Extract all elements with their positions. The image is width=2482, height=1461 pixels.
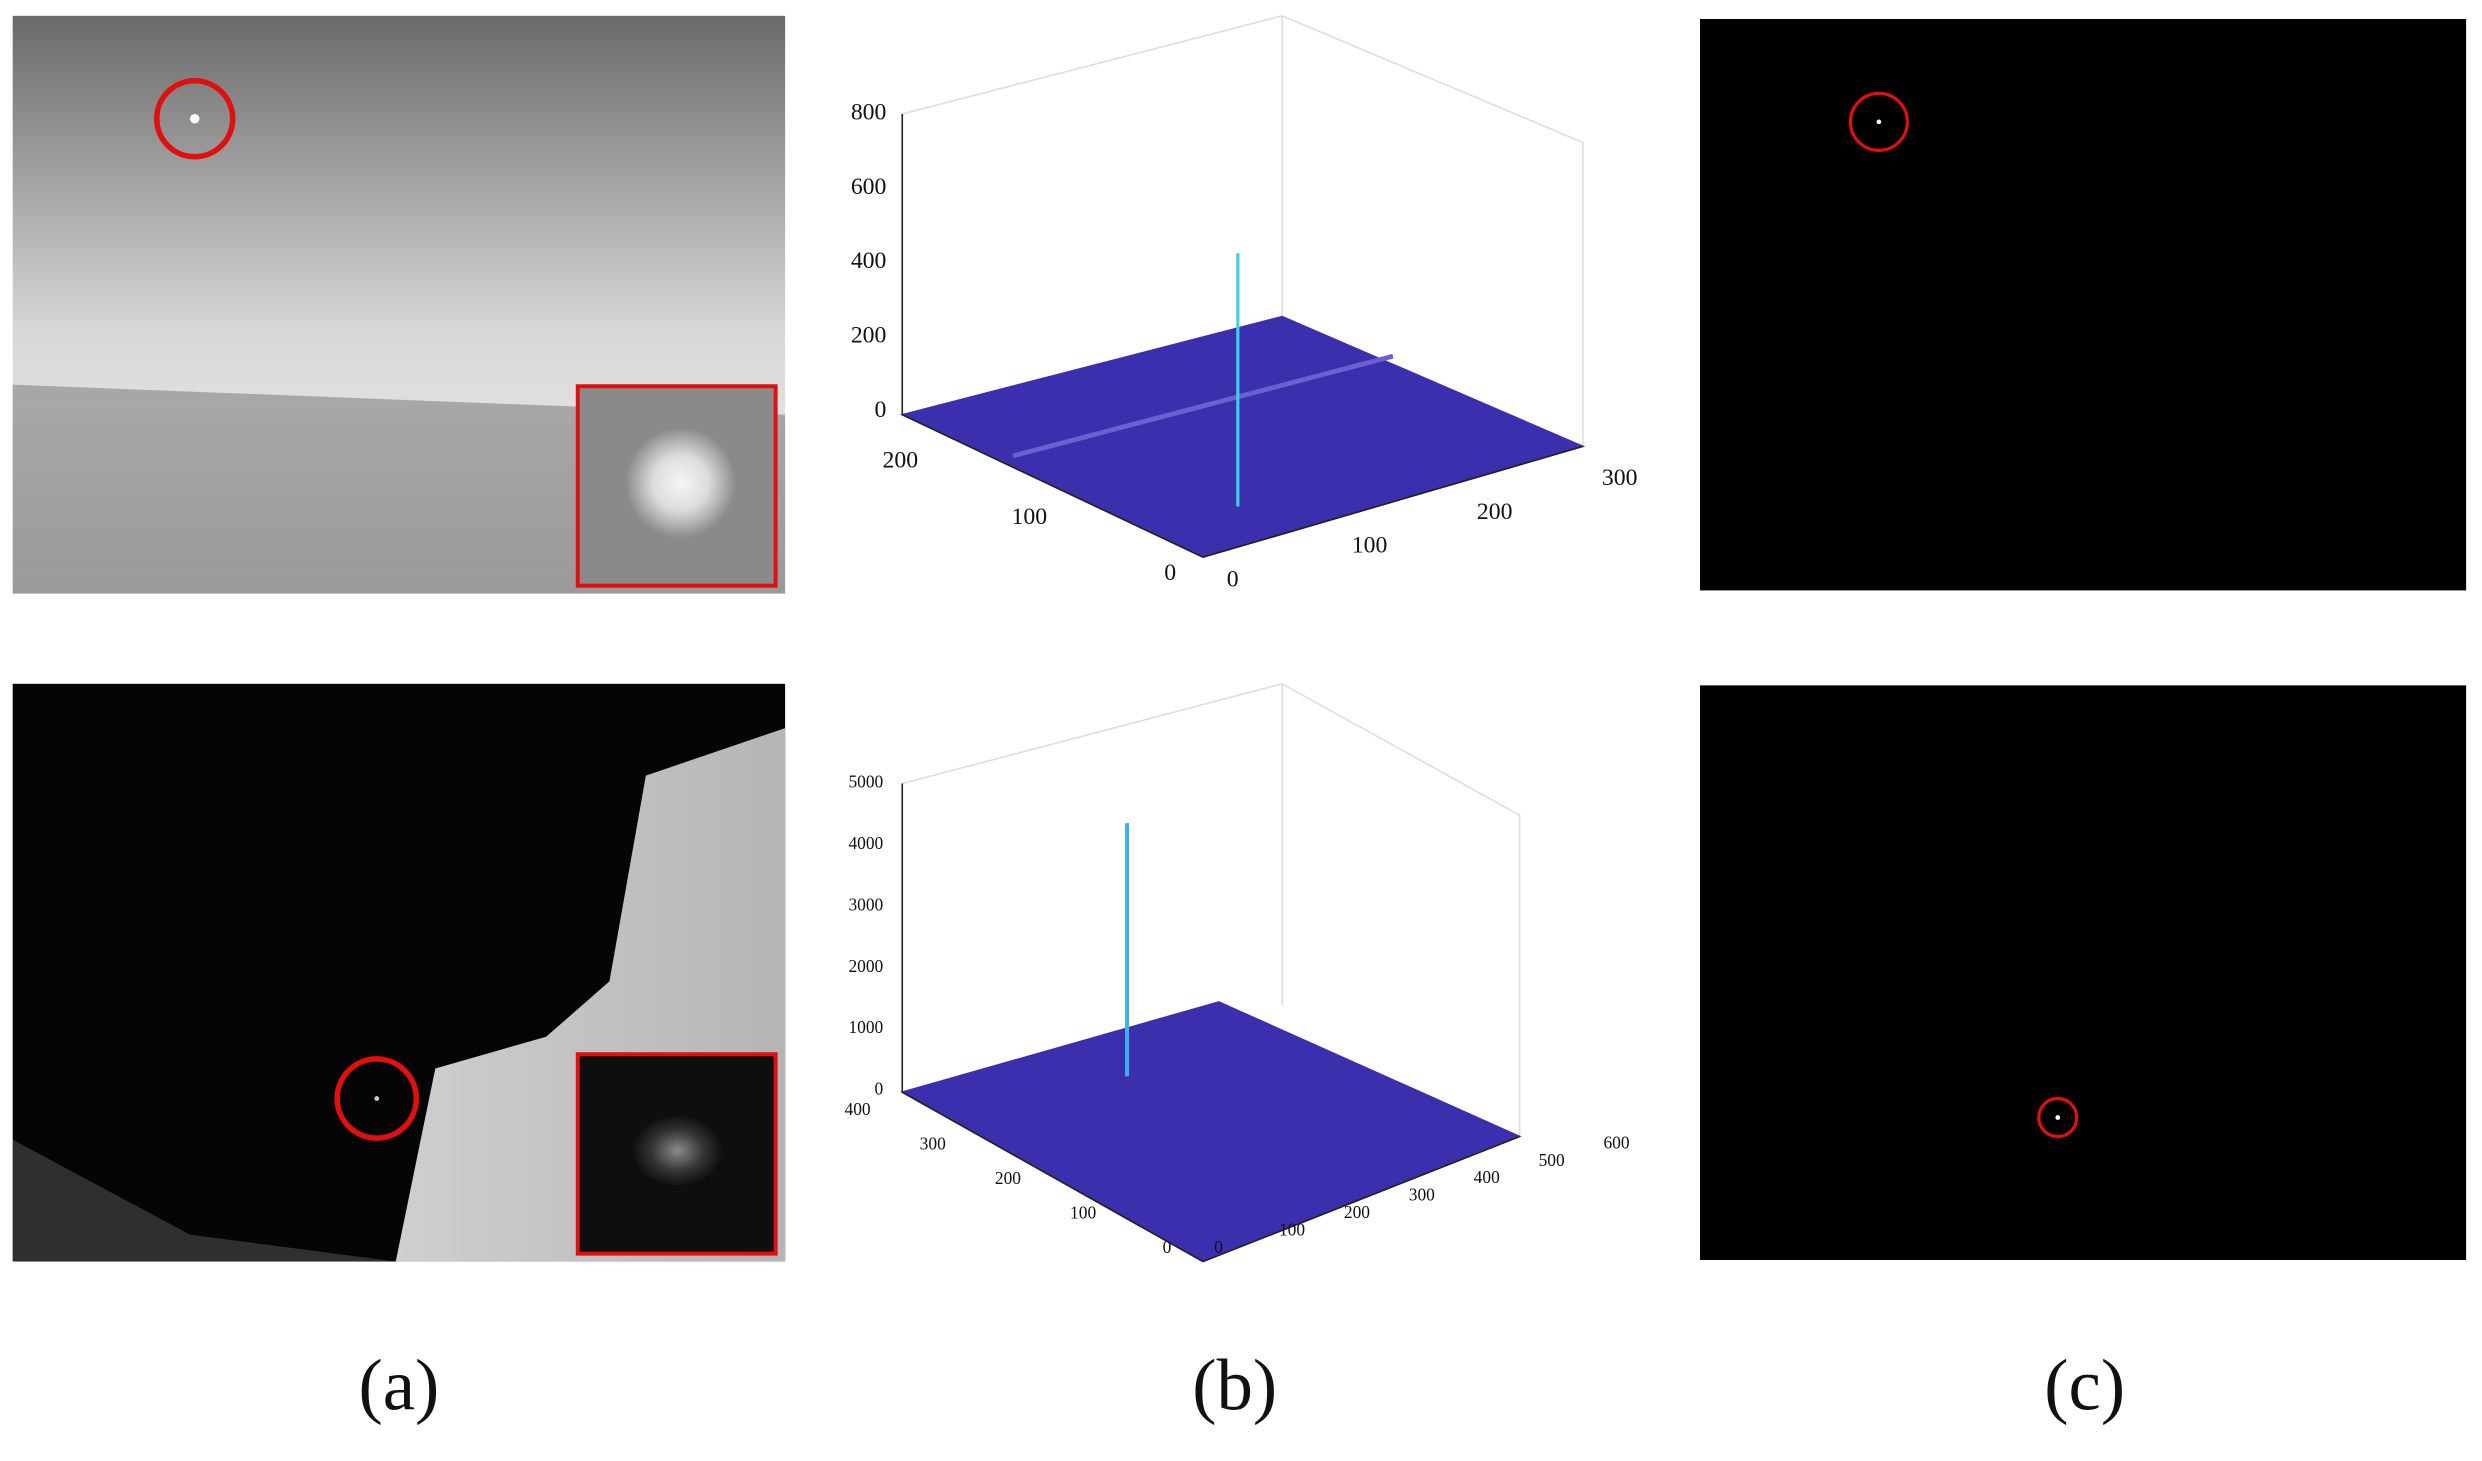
surface-plot-bottom xyxy=(900,682,1522,1263)
tick-label: 500 xyxy=(1539,1150,1565,1170)
tick-label: 300 xyxy=(1409,1185,1435,1205)
tick-label: 100 xyxy=(1279,1219,1305,1239)
tick-label: 5000 xyxy=(848,772,883,792)
tick-label: 0 xyxy=(1164,560,1176,586)
infrared-image-top xyxy=(12,15,786,594)
tick-label: 0 xyxy=(1214,1237,1223,1257)
tick-label: 200 xyxy=(1344,1202,1370,1222)
tick-label: 3000 xyxy=(848,894,883,914)
tick-label: 200 xyxy=(995,1168,1021,1188)
detection-result-bottom xyxy=(1700,685,2467,1260)
tick-label: 0 xyxy=(1163,1237,1172,1257)
tick-label: 1000 xyxy=(848,1017,883,1037)
tick-label: 100 xyxy=(1352,533,1388,559)
tick-label: 4000 xyxy=(848,833,883,853)
tick-label: 100 xyxy=(1070,1202,1096,1222)
tick-label: 600 xyxy=(851,174,887,200)
surface-plot-top xyxy=(899,14,1586,559)
detection-result-top xyxy=(1700,18,2467,591)
caption: (a) xyxy=(359,1345,440,1426)
caption: (b) xyxy=(1192,1345,1277,1426)
tick-label: 200 xyxy=(882,448,918,474)
tick-label: 2000 xyxy=(848,956,883,976)
tick-label: 200 xyxy=(851,323,887,349)
tick-label: 300 xyxy=(920,1134,946,1154)
caption: (c) xyxy=(2044,1345,2125,1426)
tick-label: 0 xyxy=(875,1079,884,1099)
tick-label: 100 xyxy=(1011,504,1047,530)
tick-label: 200 xyxy=(1477,499,1513,525)
tick-label: 800 xyxy=(851,99,887,125)
infrared-image-bottom xyxy=(12,683,786,1262)
tick-label: 0 xyxy=(1227,566,1239,592)
tick-label: 0 xyxy=(875,397,887,423)
tick-label: 400 xyxy=(851,248,887,274)
tick-label: 400 xyxy=(844,1099,870,1119)
tick-label: 300 xyxy=(1602,465,1638,491)
tick-label: 600 xyxy=(1603,1132,1629,1152)
tick-label: 400 xyxy=(1474,1167,1500,1187)
